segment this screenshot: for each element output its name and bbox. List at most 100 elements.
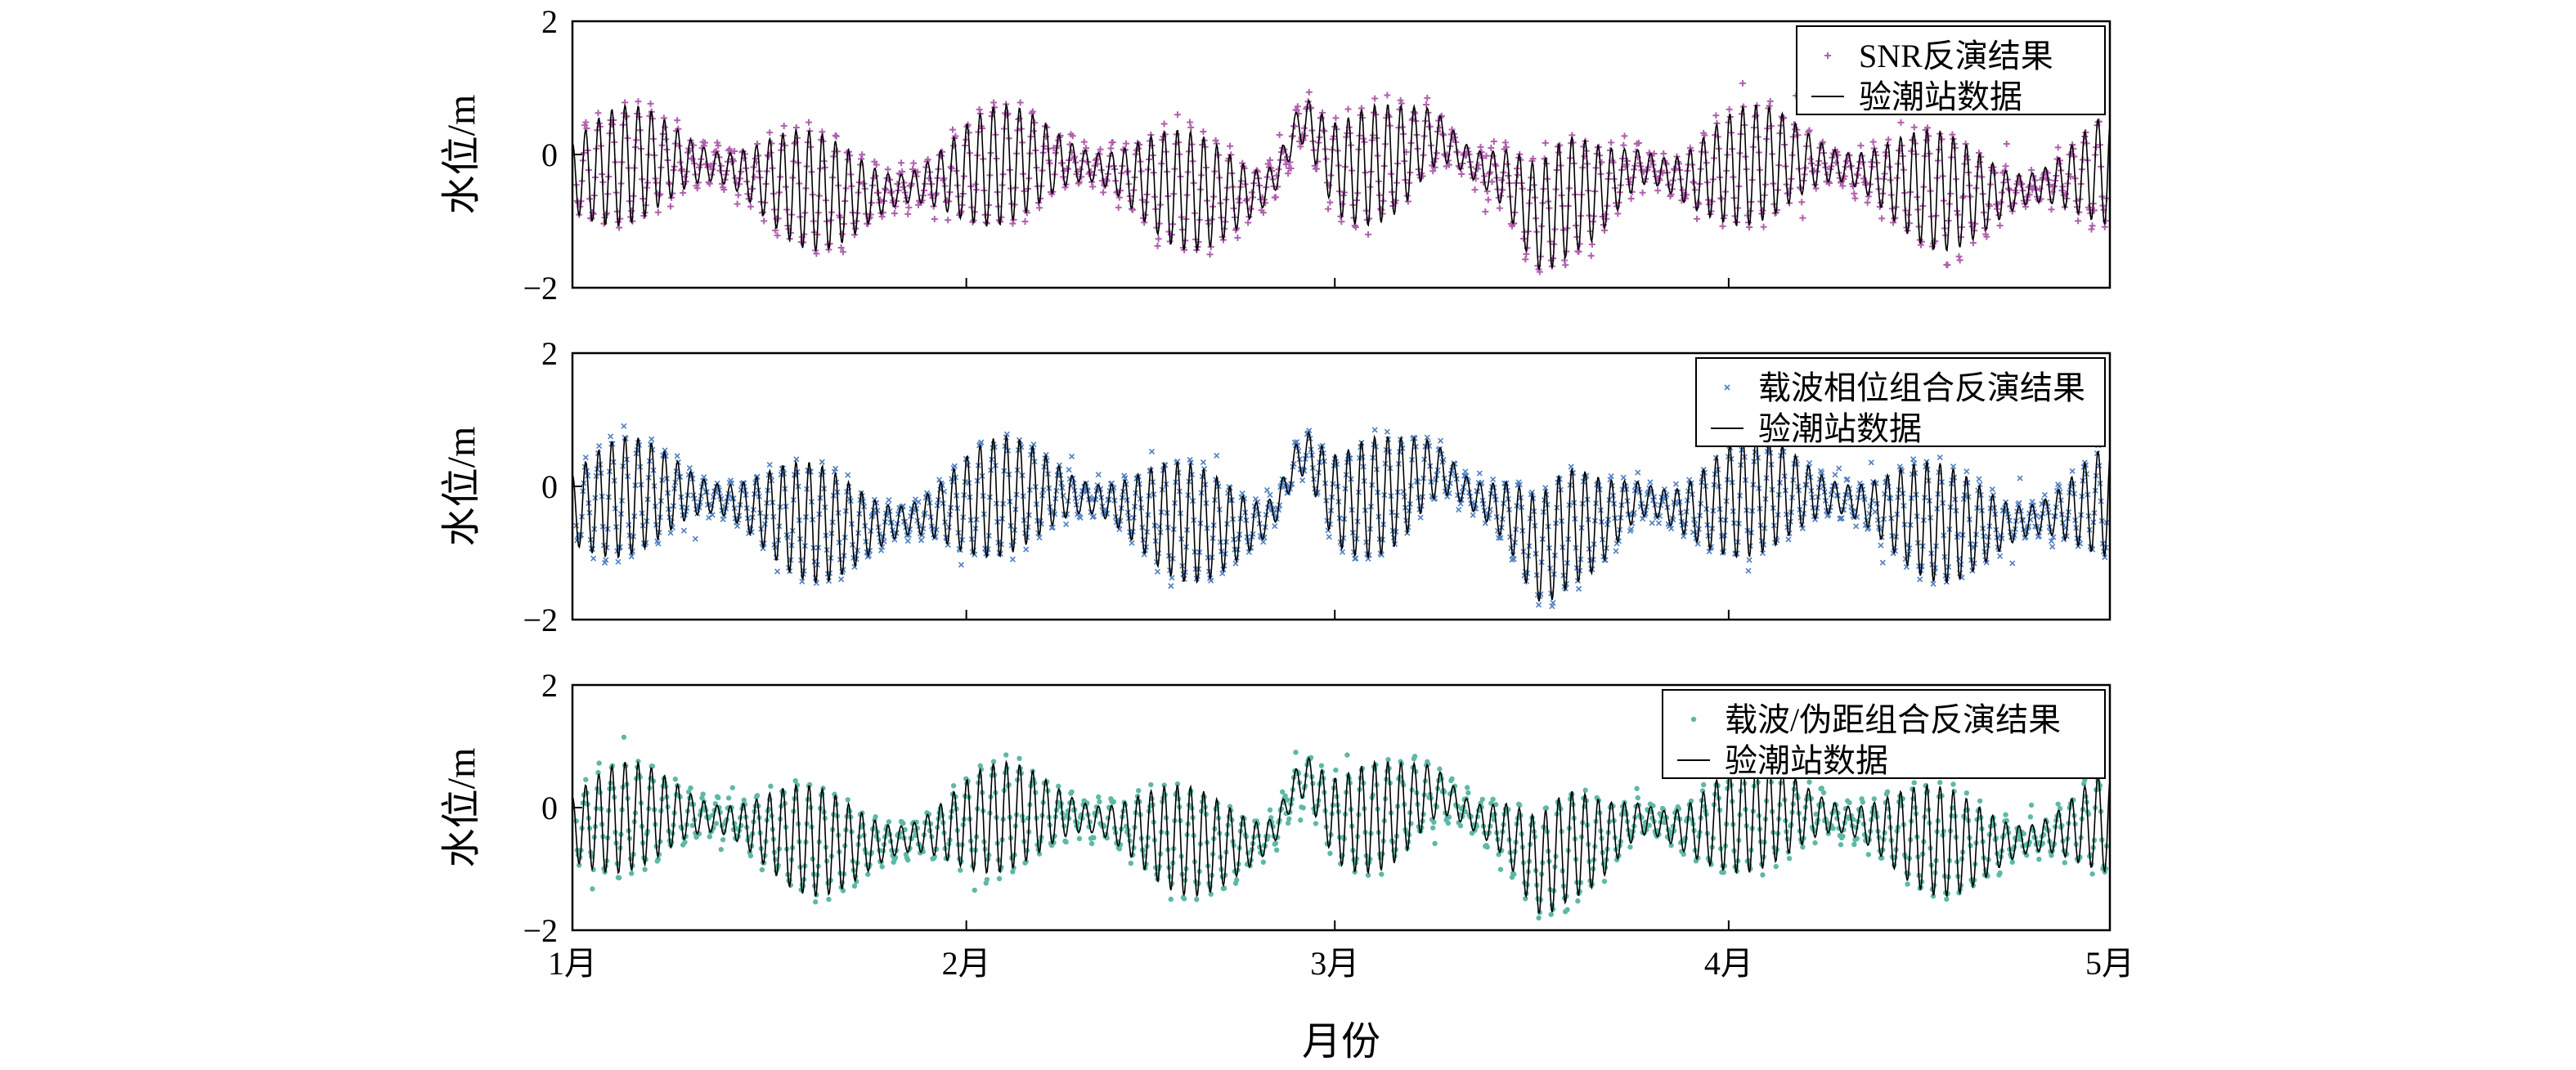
scatter-point (629, 871, 635, 876)
scatter-point (765, 153, 773, 160)
scatter-point (1634, 786, 1640, 791)
scatter-point (582, 119, 590, 126)
legend-marker-swatch (1724, 384, 1730, 391)
scatter-point (1432, 840, 1438, 847)
scatter-point (716, 795, 721, 801)
scatter-point (1568, 463, 1574, 470)
scatter-point (674, 453, 680, 459)
scatter-point (1854, 835, 1860, 842)
scatter-point (1878, 542, 1884, 548)
scatter-point (1812, 185, 1820, 192)
scatter-point (1840, 833, 1846, 839)
y-tick-label: 0 (541, 790, 558, 826)
scatter-point (583, 124, 590, 132)
scatter-point (1227, 804, 1233, 809)
scatter-point (1446, 814, 1452, 820)
scatter-point (1227, 142, 1234, 150)
scatter-point (1282, 161, 1290, 168)
scatter-point (772, 544, 779, 551)
scatter-point (768, 783, 774, 790)
scatter-point (608, 433, 614, 440)
scatter-point (1944, 262, 1951, 269)
scatter-point (882, 186, 890, 194)
scatter-point (1272, 523, 1278, 530)
scatter-point (1371, 95, 1379, 102)
scatter-point (1476, 470, 1483, 477)
scatter-point (1200, 459, 1206, 466)
scatter-point (1063, 839, 1069, 845)
scatter-point (1384, 92, 1391, 99)
scatter-point (1496, 852, 1501, 857)
scatter-point (1174, 111, 1181, 119)
scatter-point (1878, 215, 1886, 222)
scatter-point (1128, 860, 1134, 866)
scatter-point (1646, 822, 1652, 828)
scatter-point (1542, 139, 1549, 146)
scatter-point (1235, 195, 1242, 203)
scatter-point (838, 576, 845, 583)
scatter-point (2009, 560, 2016, 566)
scatter-point (1091, 835, 1097, 841)
scatter-point (1808, 795, 1815, 802)
scatter-point (635, 98, 642, 105)
scatter-point (931, 215, 938, 222)
scatter-point (1936, 454, 1943, 461)
scatter-point (734, 200, 741, 208)
scatter-point (2049, 853, 2054, 858)
scatter-point (1649, 520, 1655, 526)
scatter-point (837, 244, 845, 252)
scatter-point (773, 857, 779, 862)
scatter-point (1077, 514, 1084, 521)
scatter-point (1107, 145, 1115, 152)
scatter-point (1483, 152, 1490, 159)
scatter-point (1279, 789, 1286, 795)
scatter-point (1444, 494, 1451, 500)
scatter-point (873, 161, 880, 168)
scatter-point (1036, 535, 1043, 541)
scatter-point (1536, 268, 1543, 275)
scatter-point (1379, 871, 1384, 877)
scatter-point (1248, 189, 1255, 196)
scatter-point (1009, 220, 1016, 227)
scatter-point (1798, 199, 1806, 206)
scatter-point (1318, 763, 1325, 768)
scatter-point (1016, 99, 1024, 106)
scatter-point (1900, 795, 1905, 802)
scatter-point (1871, 796, 1877, 802)
scatter-point (648, 436, 655, 442)
scatter-point (1457, 500, 1464, 507)
scatter-point (685, 789, 692, 795)
scatter-point (1996, 222, 2004, 229)
scatter-point (701, 474, 707, 481)
scatter-point (1857, 142, 1865, 150)
scatter-point (1003, 752, 1009, 758)
scatter-point (1834, 151, 1842, 159)
scatter-point (918, 537, 925, 544)
scatter-point (2049, 544, 2056, 550)
scatter-point (1169, 575, 1175, 581)
scatter-point (1135, 788, 1142, 794)
scatter-point (1683, 191, 1690, 199)
scatter-point (1844, 476, 1851, 482)
scatter-point (688, 785, 693, 791)
scatter-point (1154, 242, 1161, 249)
scatter-point (1864, 199, 1871, 206)
scatter-point (1997, 870, 2003, 876)
scatter-point (734, 523, 741, 530)
y-tick-label: −2 (523, 912, 558, 949)
scatter-point (1977, 481, 1983, 488)
scatter-point (700, 791, 706, 797)
scatter-point (1260, 859, 1267, 865)
scatter-point (1836, 465, 1842, 472)
scatter-point (635, 759, 641, 764)
scatter-point (754, 792, 761, 799)
scatter-point (950, 783, 957, 789)
scatter-point (1897, 119, 1905, 126)
scatter-point (2028, 167, 2035, 174)
scatter-point (1239, 490, 1245, 497)
y-tick-label: 2 (541, 667, 558, 704)
scatter-point (1225, 490, 1232, 496)
scatter-point (1423, 101, 1430, 108)
scatter-point (1841, 172, 1848, 180)
